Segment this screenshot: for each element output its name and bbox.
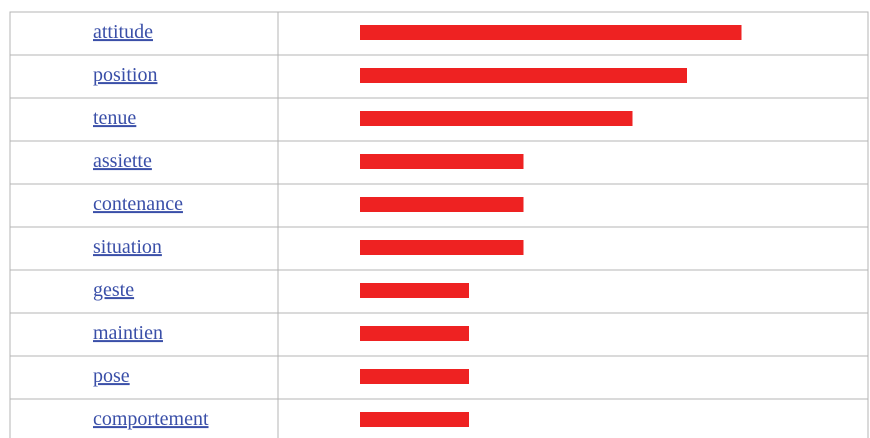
bar [360,326,469,341]
bar [360,25,742,40]
bar [360,154,524,169]
table-cell [277,398,869,438]
table-cell [9,355,279,400]
word-link[interactable]: maintien [93,322,163,344]
table-cell [9,269,279,314]
bar [360,197,524,212]
word-link[interactable]: assiette [93,150,152,172]
bar [360,369,469,384]
word-link[interactable]: attitude [93,21,153,43]
word-link[interactable]: tenue [93,107,136,129]
bar [360,240,524,255]
word-link[interactable]: situation [93,236,162,258]
word-link[interactable]: pose [93,365,130,387]
word-link[interactable]: comportement [93,408,209,430]
word-link[interactable]: position [93,64,157,86]
bar [360,412,469,427]
word-link[interactable]: contenance [93,193,183,215]
word-link[interactable]: geste [93,279,134,301]
bar [360,68,687,83]
bar [360,283,469,298]
table-cell [9,97,279,142]
bar [360,111,633,126]
